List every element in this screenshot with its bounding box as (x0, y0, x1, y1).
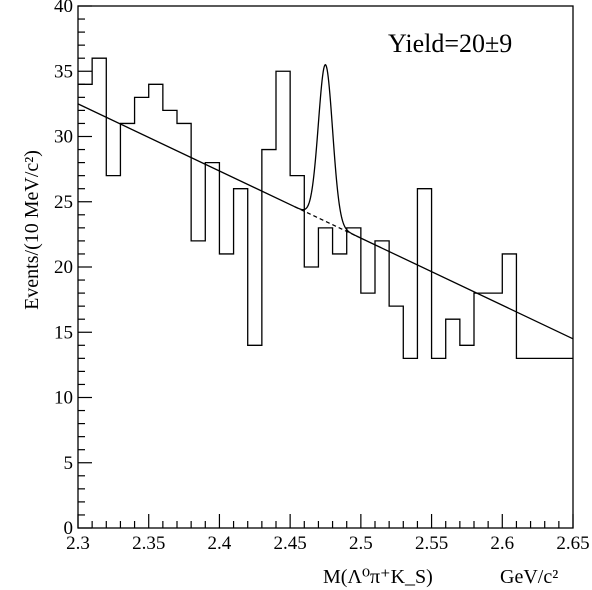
fit-background-line-dashed (294, 206, 362, 239)
x-tick-label: 2.4 (208, 533, 232, 554)
fit-background-line-right (360, 237, 574, 340)
y-tick-label: 0 (64, 518, 74, 539)
x-tick-label: 2.5 (349, 533, 373, 554)
x-axis-title: M(Λ⁰π⁺K_S) (323, 566, 433, 588)
y-axis-title: Events/(10 MeV/c²) (21, 150, 43, 310)
yield-annotation: Yield=20±9 (388, 29, 512, 58)
x-axis-unit: GeV/c² (500, 566, 558, 588)
x-tick-label: 2.35 (132, 533, 165, 554)
y-tick-label: 15 (54, 322, 73, 343)
fit-signal-curve (294, 63, 362, 239)
x-tick-label: 2.3 (66, 533, 90, 554)
fit-background-line-left (77, 103, 295, 208)
y-tick-label: 40 (54, 0, 73, 17)
x-tick-label: 2.45 (274, 533, 307, 554)
x-tick-label: 2.6 (490, 533, 514, 554)
histogram-series (78, 57, 573, 359)
y-tick-label: 20 (54, 257, 73, 278)
y-tick-label: 30 (54, 127, 73, 148)
y-tick-label: 25 (54, 192, 73, 213)
y-tick-label: 10 (54, 388, 73, 409)
x-tick-label: 2.65 (556, 533, 589, 554)
y-tick-label: 35 (54, 61, 73, 82)
x-tick-label: 2.55 (415, 533, 448, 554)
y-axis-ticks: 0 5 10 15 20 25 30 35 40 (54, 0, 92, 539)
x-axis-ticks: 2.3 2.35 2.4 2.45 2.5 2.55 2.6 2.65 (66, 514, 590, 554)
y-tick-label: 5 (64, 453, 74, 474)
